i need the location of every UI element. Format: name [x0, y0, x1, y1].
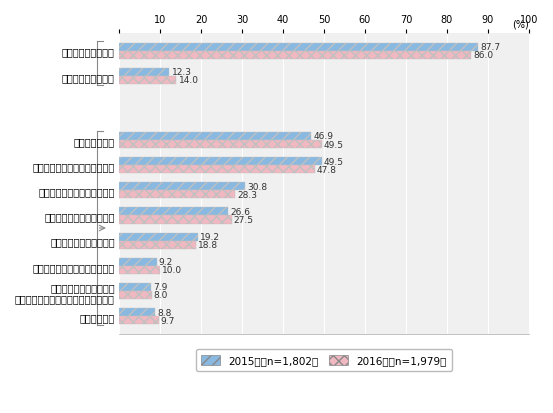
Text: 18.8: 18.8 [198, 241, 218, 249]
Text: 9.7: 9.7 [161, 316, 175, 325]
Text: 49.5: 49.5 [324, 157, 344, 166]
Text: 27.5: 27.5 [234, 216, 254, 224]
Text: 49.5: 49.5 [324, 140, 344, 149]
Bar [119, 141, 322, 149]
Bar [119, 208, 228, 216]
Bar [119, 69, 169, 77]
Bar [119, 133, 311, 141]
Bar [119, 77, 176, 85]
Text: 7.9: 7.9 [154, 283, 168, 292]
Bar [119, 266, 160, 274]
Bar [119, 233, 198, 241]
Text: 19.2: 19.2 [200, 233, 220, 242]
Text: 86.0: 86.0 [473, 51, 494, 60]
Text: 26.6: 26.6 [230, 207, 250, 216]
Bar [119, 241, 196, 249]
Bar [119, 309, 155, 316]
Text: (%): (%) [512, 19, 529, 29]
Text: 12.3: 12.3 [171, 68, 191, 77]
Text: 47.8: 47.8 [317, 165, 337, 174]
Text: 8.0: 8.0 [154, 291, 168, 300]
Bar [119, 183, 245, 191]
Text: 10.0: 10.0 [162, 266, 182, 275]
Text: 46.9: 46.9 [313, 132, 333, 141]
Bar [119, 191, 235, 199]
Bar [119, 216, 232, 224]
Bar [119, 316, 159, 324]
Legend: 2015年（n=1,802）, 2016年（n=1,979）: 2015年（n=1,802）, 2016年（n=1,979） [196, 349, 452, 371]
Text: 28.3: 28.3 [237, 190, 257, 199]
Bar [119, 43, 478, 52]
Text: 14.0: 14.0 [179, 76, 199, 85]
Text: 87.7: 87.7 [481, 43, 500, 52]
Bar [119, 258, 156, 266]
Bar [119, 158, 322, 166]
Bar [119, 166, 315, 174]
Text: 9.2: 9.2 [159, 258, 173, 267]
Bar [119, 283, 152, 291]
Bar [119, 52, 472, 59]
Text: 8.8: 8.8 [157, 308, 171, 317]
Bar [119, 291, 152, 299]
Text: 30.8: 30.8 [247, 182, 268, 191]
